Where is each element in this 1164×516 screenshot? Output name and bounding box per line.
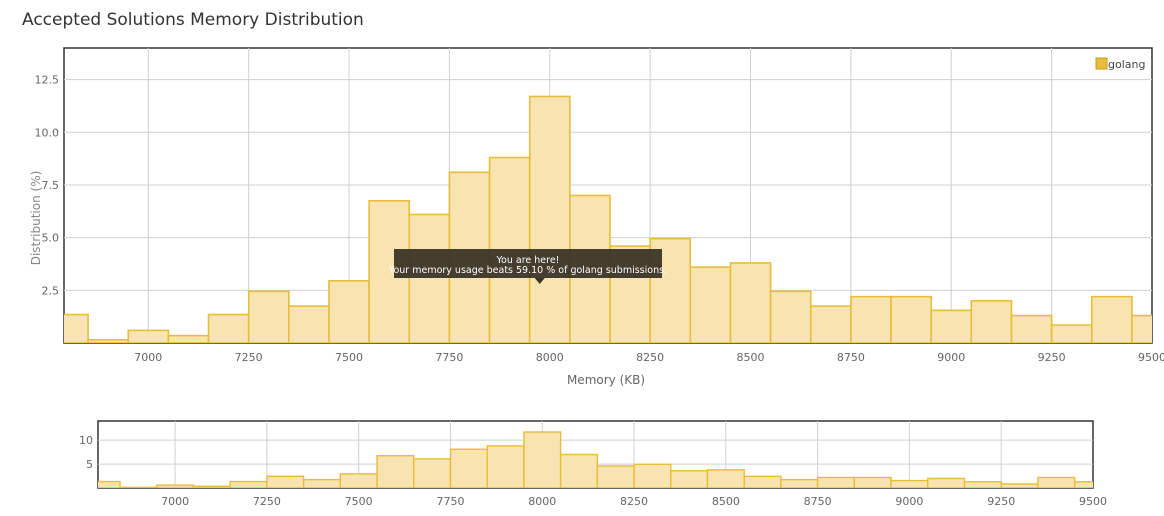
histogram-bar[interactable] bbox=[927, 477, 966, 488]
histogram-bar[interactable] bbox=[970, 300, 1013, 343]
y-tick-label: 12.5 bbox=[35, 74, 60, 87]
x-tick-label: 8250 bbox=[636, 351, 664, 364]
tooltip-line1: You are here! bbox=[496, 255, 560, 266]
histogram-bar[interactable] bbox=[633, 463, 672, 488]
histogram-bar[interactable] bbox=[1090, 295, 1133, 343]
legend-swatch bbox=[1095, 57, 1108, 70]
x-tick-label: 7000 bbox=[161, 495, 189, 508]
navigator-chart[interactable]: 5 10 7000 7250 7500 7750 8000 8250 8500 8750 9000… bbox=[79, 420, 1112, 508]
navigator-y-tick-labels: 5 10 bbox=[79, 434, 93, 471]
navigator-x-tick-labels: 7000 7250 7500 7750 8000 8250 8500 8750 9000 9250… bbox=[161, 495, 1107, 508]
tooltip: You are here! Your memory usage beats 59… bbox=[388, 249, 667, 284]
y-axis-label: Distribution (%) bbox=[29, 171, 43, 266]
histogram-bar[interactable] bbox=[1050, 324, 1093, 343]
x-axis-label: Memory (KB) bbox=[567, 373, 645, 387]
histogram-bar[interactable] bbox=[743, 475, 782, 488]
histogram-bar[interactable] bbox=[1000, 483, 1039, 488]
y-tick-label: 7.5 bbox=[42, 179, 60, 192]
navigator-bars bbox=[83, 431, 1112, 489]
histogram-bar[interactable] bbox=[486, 445, 525, 488]
x-tick-label: 7500 bbox=[345, 495, 373, 508]
histogram-bar[interactable] bbox=[229, 480, 268, 488]
histogram-bar[interactable] bbox=[156, 484, 195, 488]
histogram-bar[interactable] bbox=[408, 213, 451, 343]
histogram-bar[interactable] bbox=[670, 470, 709, 488]
histogram-bar[interactable] bbox=[83, 480, 121, 488]
x-tick-label: 8500 bbox=[737, 351, 765, 364]
x-tick-label: 7250 bbox=[253, 495, 281, 508]
histogram-bar[interactable] bbox=[339, 473, 378, 488]
x-tick-label: 8000 bbox=[528, 495, 556, 508]
x-tick-label: 9250 bbox=[987, 495, 1015, 508]
x-tick-label: 9500 bbox=[1138, 351, 1164, 364]
legend[interactable]: golang bbox=[1095, 57, 1145, 71]
histogram-bar[interactable] bbox=[167, 334, 210, 343]
histogram-bar[interactable] bbox=[816, 476, 856, 488]
histogram-bar[interactable] bbox=[559, 453, 599, 489]
histogram-bar[interactable] bbox=[1073, 481, 1112, 488]
histogram-bar[interactable] bbox=[596, 465, 635, 488]
x-tick-label: 9250 bbox=[1038, 351, 1066, 364]
main-y-tick-labels: 2.5 5.0 7.5 10.0 12.5 bbox=[35, 74, 60, 298]
histogram-bar[interactable] bbox=[930, 309, 973, 343]
x-tick-label: 8250 bbox=[620, 495, 648, 508]
x-tick-label: 8000 bbox=[536, 351, 564, 364]
histogram-bar[interactable] bbox=[809, 305, 852, 343]
x-tick-label: 9000 bbox=[895, 495, 923, 508]
histogram-bar[interactable] bbox=[528, 95, 571, 343]
histogram-bar[interactable] bbox=[288, 305, 330, 343]
x-tick-label: 7750 bbox=[436, 495, 464, 508]
histogram-bar[interactable] bbox=[769, 290, 812, 343]
x-tick-label: 8750 bbox=[804, 495, 832, 508]
tooltip-box bbox=[394, 249, 662, 278]
y-tick-label: 10 bbox=[79, 434, 93, 447]
histogram-bar[interactable] bbox=[87, 339, 130, 343]
histogram-bar[interactable] bbox=[247, 290, 290, 343]
x-tick-label: 7250 bbox=[235, 351, 263, 364]
histogram-bar[interactable] bbox=[119, 486, 158, 488]
histogram-bar[interactable] bbox=[413, 458, 452, 488]
x-tick-label: 7500 bbox=[335, 351, 363, 364]
x-tick-label: 9500 bbox=[1079, 495, 1107, 508]
histogram-bar[interactable] bbox=[449, 448, 488, 488]
histogram-bar[interactable] bbox=[1037, 476, 1076, 488]
page-title: Accepted Solutions Memory Distribution bbox=[22, 10, 364, 30]
histogram-bar[interactable] bbox=[689, 266, 732, 343]
histogram-bar[interactable] bbox=[706, 469, 745, 488]
histogram-bar[interactable] bbox=[729, 262, 772, 343]
histogram-bar[interactable] bbox=[1010, 314, 1053, 343]
histogram-bar[interactable] bbox=[376, 454, 415, 488]
histogram-bar[interactable] bbox=[302, 478, 342, 488]
y-tick-label: 5.0 bbox=[42, 232, 60, 245]
legend-label: golang bbox=[1108, 58, 1145, 71]
y-tick-label: 5 bbox=[86, 458, 93, 471]
x-tick-label: 7750 bbox=[435, 351, 463, 364]
histogram-bar[interactable] bbox=[207, 313, 250, 343]
histogram-bar[interactable] bbox=[963, 481, 1002, 488]
histogram-bar[interactable] bbox=[192, 485, 231, 488]
histogram-bar[interactable] bbox=[127, 329, 170, 343]
histogram-bar[interactable] bbox=[328, 280, 370, 343]
tooltip-arrow bbox=[534, 278, 545, 284]
y-tick-label: 2.5 bbox=[42, 284, 60, 297]
main-x-tick-labels: 7000 7250 7500 7750 8000 8250 8500 8750 9000 9250… bbox=[134, 351, 1164, 364]
x-tick-label: 8500 bbox=[712, 495, 740, 508]
histogram-bar[interactable] bbox=[850, 295, 892, 343]
histogram-bar[interactable] bbox=[853, 476, 892, 488]
histogram-bar[interactable] bbox=[890, 295, 932, 343]
histogram-bar[interactable] bbox=[48, 313, 89, 343]
x-tick-label: 9000 bbox=[937, 351, 965, 364]
x-tick-label: 7000 bbox=[134, 351, 162, 364]
y-tick-label: 10.0 bbox=[35, 126, 60, 139]
histogram-bar[interactable] bbox=[266, 475, 305, 488]
histogram-bar[interactable] bbox=[780, 478, 819, 488]
histogram-bar[interactable] bbox=[890, 479, 929, 488]
histogram-bar[interactable] bbox=[523, 431, 562, 488]
tooltip-line2: Your memory usage beats 59.10 % of golan… bbox=[388, 265, 667, 276]
histogram-bar[interactable] bbox=[1131, 314, 1164, 343]
main-chart[interactable]: 2.5 5.0 7.5 10.0 12.5 7000 7250 7500 7750 8000 82… bbox=[29, 47, 1164, 387]
x-tick-label: 8750 bbox=[837, 351, 865, 364]
